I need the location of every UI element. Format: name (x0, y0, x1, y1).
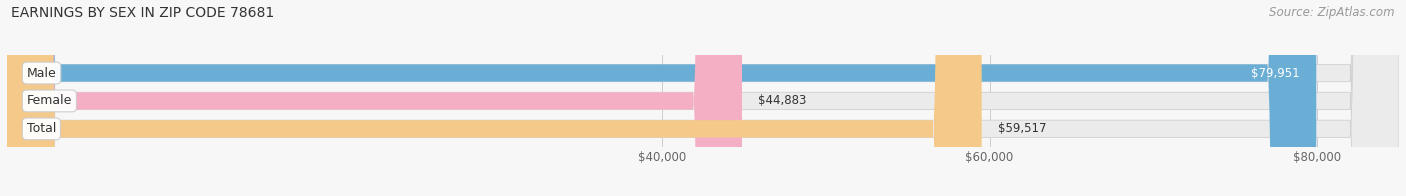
FancyBboxPatch shape (7, 0, 1399, 196)
FancyBboxPatch shape (7, 0, 981, 196)
Text: Female: Female (27, 94, 72, 107)
Text: $79,951: $79,951 (1251, 66, 1301, 80)
Text: EARNINGS BY SEX IN ZIP CODE 78681: EARNINGS BY SEX IN ZIP CODE 78681 (11, 6, 274, 20)
Text: Source: ZipAtlas.com: Source: ZipAtlas.com (1270, 6, 1395, 19)
Text: Male: Male (27, 66, 56, 80)
FancyBboxPatch shape (7, 0, 1399, 196)
FancyBboxPatch shape (7, 0, 1316, 196)
FancyBboxPatch shape (7, 0, 742, 196)
Text: $44,883: $44,883 (758, 94, 807, 107)
FancyBboxPatch shape (7, 0, 1399, 196)
Text: $59,517: $59,517 (998, 122, 1046, 135)
Text: Total: Total (27, 122, 56, 135)
